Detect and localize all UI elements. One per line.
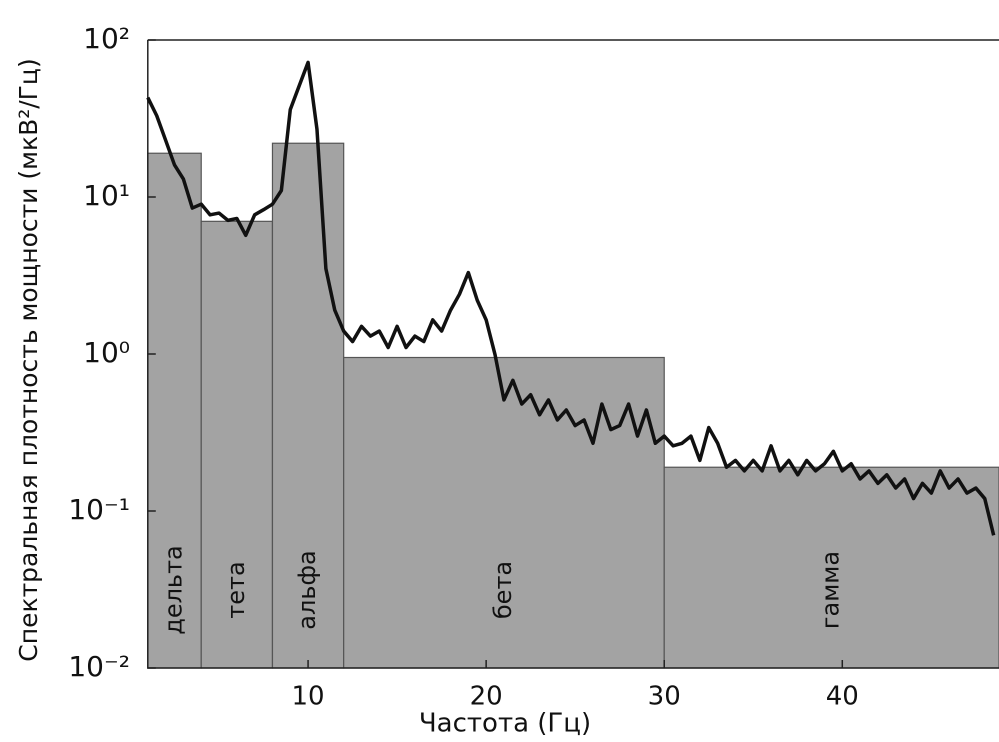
x-tick-label: 20 <box>470 682 503 712</box>
band-bar <box>200 220 274 669</box>
band-bar <box>147 152 202 669</box>
band-label: гамма <box>817 551 845 629</box>
y-tick-label: 10¹ <box>83 179 130 212</box>
band-label: бета <box>489 561 517 619</box>
x-tick-label: 40 <box>826 682 859 712</box>
band-bar <box>271 142 345 669</box>
band-bar <box>663 466 999 669</box>
x-axis-label: Частота (Гц) <box>419 709 591 739</box>
band-label: тета <box>222 561 250 618</box>
x-tick-label: 10 <box>292 682 325 712</box>
y-axis-label: Спектральная плотность мощности (мкВ²/Гц… <box>14 58 43 661</box>
x-tick-label: 30 <box>648 682 681 712</box>
y-tick-label: 10⁰ <box>83 336 130 369</box>
band-label: дельта <box>160 545 188 635</box>
band-label: альфа <box>293 550 321 629</box>
y-tick-label: 10⁻¹ <box>68 493 130 526</box>
y-tick-label: 10² <box>83 22 130 55</box>
psd-line <box>146 60 996 536</box>
band-bar <box>343 356 665 669</box>
y-tick-label: 10⁻² <box>68 650 130 683</box>
